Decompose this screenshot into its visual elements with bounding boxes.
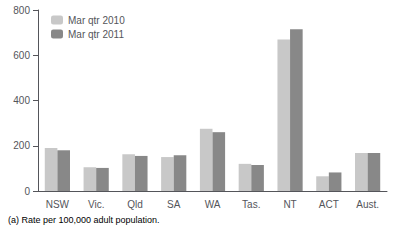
svg-text:NSW: NSW: [46, 199, 70, 210]
svg-text:200: 200: [13, 140, 30, 151]
svg-text:Vic.: Vic.: [88, 199, 105, 210]
svg-text:WA: WA: [205, 199, 221, 210]
svg-text:Mar qtr 2010: Mar qtr 2010: [68, 15, 125, 26]
svg-text:NT: NT: [283, 199, 296, 210]
svg-text:Aust.: Aust.: [356, 199, 379, 210]
svg-text:0: 0: [24, 186, 30, 197]
svg-text:ACT: ACT: [319, 199, 339, 210]
svg-text:800: 800: [13, 5, 30, 16]
svg-text:(a) Rate per 100,000 adult pop: (a) Rate per 100,000 adult population.: [8, 215, 160, 225]
svg-text:600: 600: [13, 50, 30, 61]
svg-text:Qld: Qld: [127, 199, 143, 210]
svg-text:Mar qtr 2011: Mar qtr 2011: [68, 29, 124, 40]
svg-text:SA: SA: [167, 199, 181, 210]
svg-text:400: 400: [13, 95, 30, 106]
svg-text:Tas.: Tas.: [242, 199, 260, 210]
